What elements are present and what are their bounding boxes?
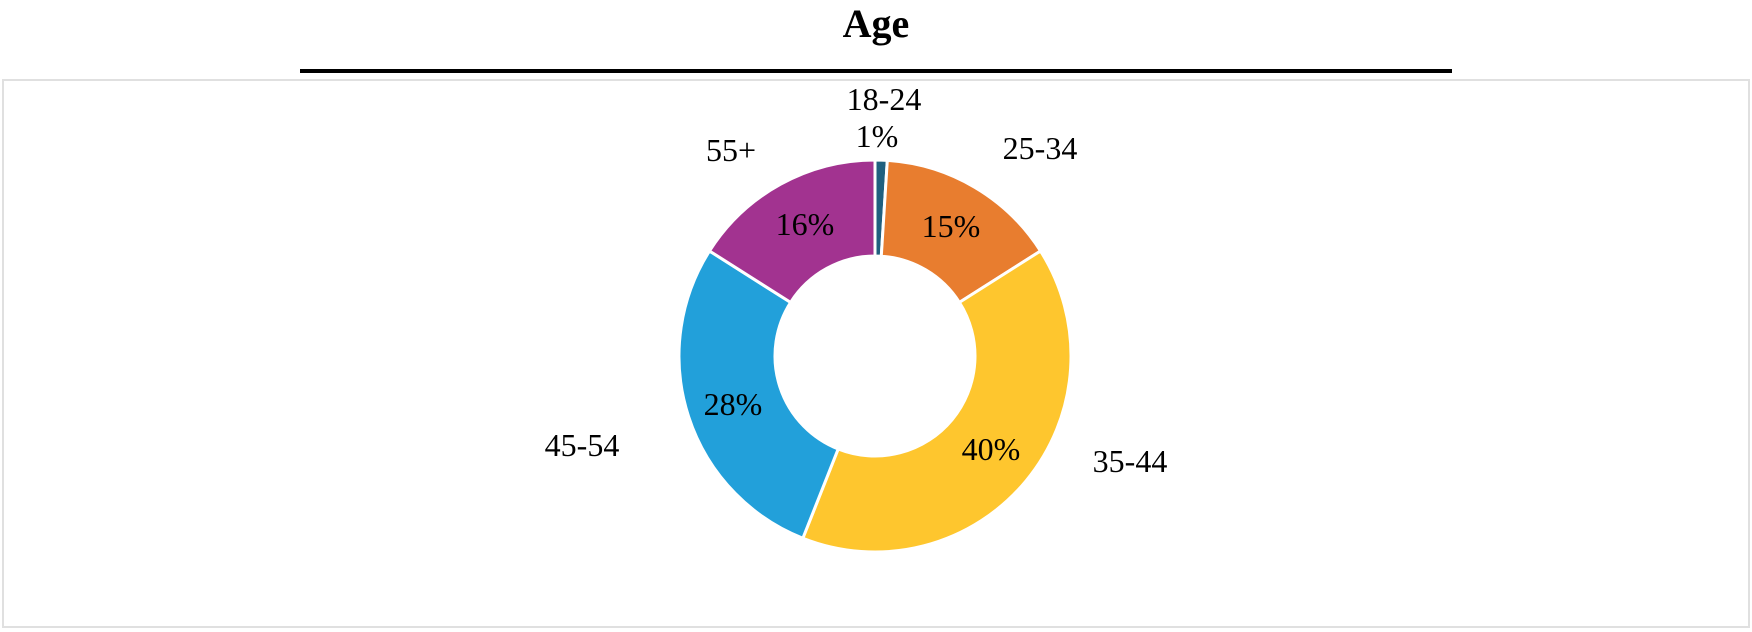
slice-percent-label: 15%: [921, 208, 981, 244]
slice-category-label: 55+: [705, 132, 757, 168]
slice-percent-label: 1%: [855, 118, 899, 154]
slice-percent-label: 28%: [703, 386, 763, 422]
chart-title: Age: [842, 1, 910, 46]
slice-55+: [708, 158, 877, 304]
slice-category-label: 35-44: [1092, 443, 1168, 479]
slice-category-label: 25-34: [1002, 130, 1078, 166]
slice-category-label: 18-24: [846, 81, 922, 117]
slice-35-44: [801, 249, 1073, 554]
slice-percent-label: 16%: [775, 206, 835, 242]
slice-45-54: [677, 249, 840, 540]
slice-category-label: 45-54: [544, 427, 620, 463]
slice-percent-label: 40%: [961, 431, 1021, 467]
title-divider: [300, 69, 1452, 73]
